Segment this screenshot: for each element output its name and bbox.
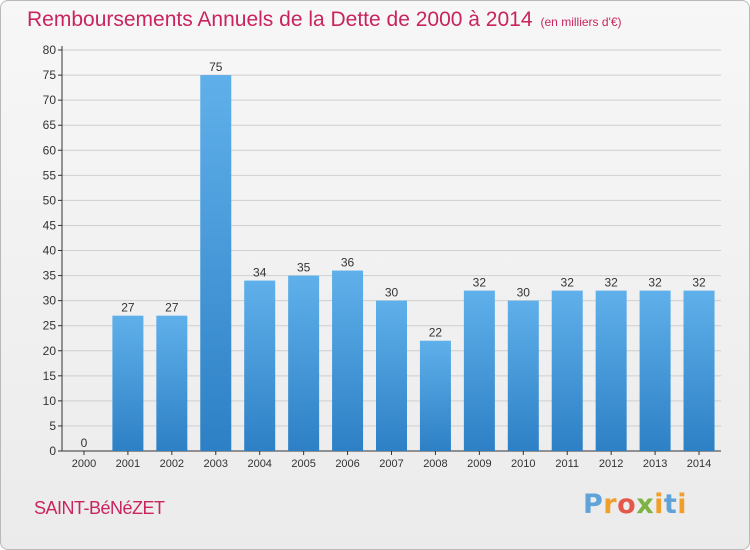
bar <box>463 290 495 451</box>
y-tick-label: 30 <box>43 294 57 308</box>
chart-title-text: Remboursements Annuels de la Dette de 20… <box>27 8 533 31</box>
bar <box>112 315 144 451</box>
x-tick-label: 2010 <box>511 458 535 470</box>
data-label: 32 <box>648 276 662 290</box>
bar <box>200 75 232 451</box>
data-label: 32 <box>692 276 706 290</box>
data-label: 32 <box>473 276 487 290</box>
y-tick-label: 5 <box>49 419 56 433</box>
data-label: 32 <box>604 276 618 290</box>
logo-letter: o <box>617 489 637 520</box>
data-label: 32 <box>561 276 575 290</box>
x-tick-label: 2007 <box>379 458 403 470</box>
x-tick-label: 2001 <box>116 458 140 470</box>
logo-letter: i <box>677 489 688 520</box>
y-tick-label: 80 <box>43 43 57 57</box>
x-tick-label: 2009 <box>467 458 491 470</box>
chart-subtitle: (en milliers d'€) <box>540 15 622 29</box>
logo-letter: r <box>603 489 618 520</box>
x-tick-label: 2002 <box>160 458 184 470</box>
commune-name: SAINT-BéNéZET <box>34 498 165 518</box>
data-label: 34 <box>253 266 267 280</box>
y-tick-label: 50 <box>43 193 57 207</box>
logo-letter: P <box>583 489 604 520</box>
x-tick-label: 2014 <box>687 458 711 470</box>
y-tick-label: 75 <box>43 68 57 82</box>
bar <box>376 300 407 451</box>
y-tick-label: 55 <box>43 168 57 182</box>
data-label: 0 <box>81 436 88 450</box>
bar <box>595 290 627 451</box>
y-tick-label: 0 <box>49 444 56 458</box>
x-tick-label: 2013 <box>643 458 667 470</box>
x-tick-label: 2012 <box>599 458 623 470</box>
y-tick-label: 25 <box>43 319 57 333</box>
chart-title: Remboursements Annuels de la Dette de 20… <box>27 8 622 32</box>
logo-letter: i <box>654 489 664 520</box>
logo-letter: x <box>636 489 655 520</box>
y-tick-label: 60 <box>43 143 57 157</box>
x-tick-label: 2006 <box>335 458 359 470</box>
bar <box>244 280 276 451</box>
y-tick-label: 65 <box>43 118 57 132</box>
bar <box>507 300 539 451</box>
data-label: 27 <box>121 301 135 315</box>
bar <box>288 275 320 451</box>
x-tick-label: 2000 <box>72 458 96 470</box>
data-label: 75 <box>209 60 223 74</box>
data-label: 27 <box>165 301 179 315</box>
bar <box>683 290 715 451</box>
y-tick-label: 40 <box>43 244 57 258</box>
x-tick-label: 2003 <box>204 458 228 470</box>
y-tick-label: 70 <box>43 93 57 107</box>
y-tick-label: 35 <box>43 269 57 283</box>
data-label: 35 <box>297 261 311 275</box>
x-tick-label: 2008 <box>423 458 447 470</box>
x-tick-label: 2011 <box>555 458 579 470</box>
bar <box>419 340 451 451</box>
x-tick-label: 2004 <box>247 458 271 470</box>
data-label: 30 <box>385 286 399 300</box>
data-label: 30 <box>517 286 531 300</box>
y-tick-label: 15 <box>43 369 57 383</box>
data-label: 22 <box>429 326 443 340</box>
x-tick-label: 2005 <box>291 458 315 470</box>
y-tick-label: 10 <box>43 394 57 408</box>
proxiti-logo: Proxiti <box>583 489 687 520</box>
data-label: 36 <box>341 256 355 270</box>
y-tick-label: 20 <box>43 344 57 358</box>
bar <box>156 315 188 451</box>
logo-letter: t <box>663 489 678 520</box>
y-tick-label: 45 <box>43 218 57 232</box>
bar <box>332 270 364 451</box>
bar <box>639 290 671 451</box>
bar <box>551 290 583 451</box>
